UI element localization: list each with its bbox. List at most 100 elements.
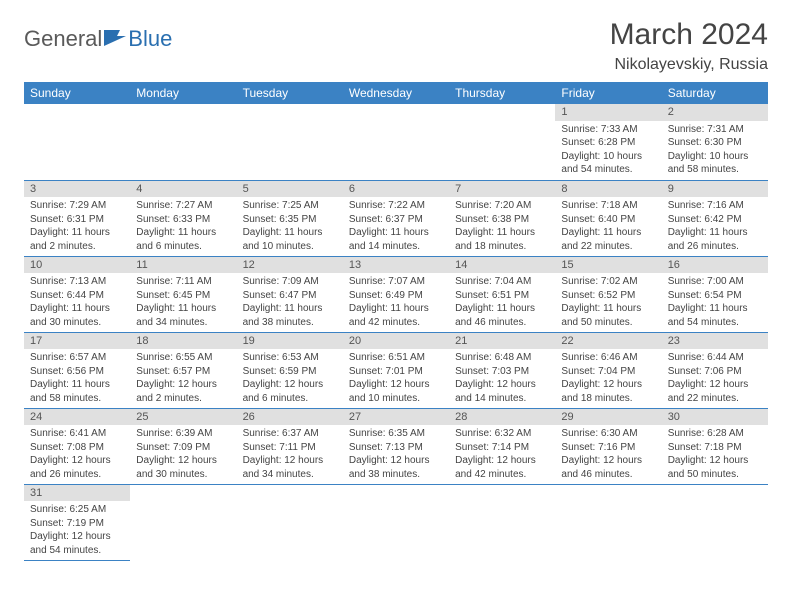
sunrise-line: Sunrise: 6:55 AM (136, 351, 230, 365)
day-body: Sunrise: 6:53 AMSunset: 6:59 PMDaylight:… (237, 349, 343, 407)
sunrise-line: Sunrise: 6:48 AM (455, 351, 549, 365)
day-number: 6 (343, 181, 449, 198)
sunset-line: Sunset: 6:56 PM (30, 365, 124, 379)
sunrise-line: Sunrise: 7:13 AM (30, 275, 124, 289)
day-body: Sunrise: 6:25 AMSunset: 7:19 PMDaylight:… (24, 501, 130, 559)
calendar-cell (130, 104, 236, 180)
day-body: Sunrise: 6:30 AMSunset: 7:16 PMDaylight:… (555, 425, 661, 483)
calendar-cell: 5Sunrise: 7:25 AMSunset: 6:35 PMDaylight… (237, 180, 343, 256)
day-number: 12 (237, 257, 343, 274)
sunset-line: Sunset: 6:57 PM (136, 365, 230, 379)
day-body: Sunrise: 7:22 AMSunset: 6:37 PMDaylight:… (343, 197, 449, 255)
day-number: 31 (24, 485, 130, 502)
calendar-cell: 14Sunrise: 7:04 AMSunset: 6:51 PMDayligh… (449, 256, 555, 332)
day-body: Sunrise: 7:33 AMSunset: 6:28 PMDaylight:… (555, 121, 661, 179)
daylight-line: Daylight: 11 hours and 22 minutes. (561, 226, 655, 253)
calendar-cell: 6Sunrise: 7:22 AMSunset: 6:37 PMDaylight… (343, 180, 449, 256)
sunset-line: Sunset: 7:13 PM (349, 441, 443, 455)
daylight-line: Daylight: 11 hours and 6 minutes. (136, 226, 230, 253)
day-body: Sunrise: 7:09 AMSunset: 6:47 PMDaylight:… (237, 273, 343, 331)
day-number: 18 (130, 333, 236, 350)
sunrise-line: Sunrise: 6:32 AM (455, 427, 549, 441)
sunset-line: Sunset: 6:31 PM (30, 213, 124, 227)
calendar-cell: 7Sunrise: 7:20 AMSunset: 6:38 PMDaylight… (449, 180, 555, 256)
sunset-line: Sunset: 7:03 PM (455, 365, 549, 379)
day-number: 28 (449, 409, 555, 426)
sunset-line: Sunset: 6:37 PM (349, 213, 443, 227)
title-block: March 2024 Nikolayevskiy, Russia (610, 18, 768, 74)
calendar-cell: 9Sunrise: 7:16 AMSunset: 6:42 PMDaylight… (662, 180, 768, 256)
sunrise-line: Sunrise: 6:57 AM (30, 351, 124, 365)
sunrise-line: Sunrise: 7:02 AM (561, 275, 655, 289)
sunset-line: Sunset: 7:18 PM (668, 441, 762, 455)
calendar-cell: 3Sunrise: 7:29 AMSunset: 6:31 PMDaylight… (24, 180, 130, 256)
daylight-line: Daylight: 11 hours and 46 minutes. (455, 302, 549, 329)
sunrise-line: Sunrise: 7:31 AM (668, 123, 762, 137)
weekday-header: Wednesday (343, 82, 449, 104)
day-number: 20 (343, 333, 449, 350)
daylight-line: Daylight: 11 hours and 38 minutes. (243, 302, 337, 329)
weekday-header: Sunday (24, 82, 130, 104)
calendar-cell: 10Sunrise: 7:13 AMSunset: 6:44 PMDayligh… (24, 256, 130, 332)
day-body: Sunrise: 7:20 AMSunset: 6:38 PMDaylight:… (449, 197, 555, 255)
calendar-cell: 22Sunrise: 6:46 AMSunset: 7:04 PMDayligh… (555, 332, 661, 408)
sunset-line: Sunset: 6:28 PM (561, 136, 655, 150)
day-number: 2 (662, 104, 768, 121)
daylight-line: Daylight: 12 hours and 2 minutes. (136, 378, 230, 405)
header: General Blue March 2024 Nikolayevskiy, R… (24, 18, 768, 74)
day-number: 16 (662, 257, 768, 274)
sunrise-line: Sunrise: 6:30 AM (561, 427, 655, 441)
calendar-cell: 15Sunrise: 7:02 AMSunset: 6:52 PMDayligh… (555, 256, 661, 332)
sunset-line: Sunset: 6:45 PM (136, 289, 230, 303)
daylight-line: Daylight: 11 hours and 58 minutes. (30, 378, 124, 405)
daylight-line: Daylight: 11 hours and 26 minutes. (668, 226, 762, 253)
calendar-cell: 18Sunrise: 6:55 AMSunset: 6:57 PMDayligh… (130, 332, 236, 408)
calendar-cell: 31Sunrise: 6:25 AMSunset: 7:19 PMDayligh… (24, 484, 130, 560)
sunset-line: Sunset: 6:47 PM (243, 289, 337, 303)
calendar-cell: 21Sunrise: 6:48 AMSunset: 7:03 PMDayligh… (449, 332, 555, 408)
sunset-line: Sunset: 7:08 PM (30, 441, 124, 455)
calendar-cell: 12Sunrise: 7:09 AMSunset: 6:47 PMDayligh… (237, 256, 343, 332)
sunset-line: Sunset: 7:01 PM (349, 365, 443, 379)
sunrise-line: Sunrise: 6:37 AM (243, 427, 337, 441)
day-body: Sunrise: 6:37 AMSunset: 7:11 PMDaylight:… (237, 425, 343, 483)
weekday-header: Monday (130, 82, 236, 104)
calendar-cell: 16Sunrise: 7:00 AMSunset: 6:54 PMDayligh… (662, 256, 768, 332)
day-number: 10 (24, 257, 130, 274)
sunrise-line: Sunrise: 7:20 AM (455, 199, 549, 213)
calendar-cell (662, 484, 768, 560)
sunrise-line: Sunrise: 6:35 AM (349, 427, 443, 441)
location: Nikolayevskiy, Russia (610, 56, 768, 74)
day-body: Sunrise: 6:41 AMSunset: 7:08 PMDaylight:… (24, 425, 130, 483)
day-body: Sunrise: 7:18 AMSunset: 6:40 PMDaylight:… (555, 197, 661, 255)
sunset-line: Sunset: 6:38 PM (455, 213, 549, 227)
day-number: 21 (449, 333, 555, 350)
sunset-line: Sunset: 6:35 PM (243, 213, 337, 227)
daylight-line: Daylight: 11 hours and 18 minutes. (455, 226, 549, 253)
logo: General Blue (24, 26, 172, 52)
sunset-line: Sunset: 6:33 PM (136, 213, 230, 227)
calendar-cell: 4Sunrise: 7:27 AMSunset: 6:33 PMDaylight… (130, 180, 236, 256)
sunset-line: Sunset: 6:54 PM (668, 289, 762, 303)
day-body: Sunrise: 7:04 AMSunset: 6:51 PMDaylight:… (449, 273, 555, 331)
day-body: Sunrise: 6:44 AMSunset: 7:06 PMDaylight:… (662, 349, 768, 407)
day-number: 11 (130, 257, 236, 274)
day-body: Sunrise: 6:28 AMSunset: 7:18 PMDaylight:… (662, 425, 768, 483)
weekday-header: Tuesday (237, 82, 343, 104)
calendar-cell: 13Sunrise: 7:07 AMSunset: 6:49 PMDayligh… (343, 256, 449, 332)
day-body: Sunrise: 7:00 AMSunset: 6:54 PMDaylight:… (662, 273, 768, 331)
day-number: 26 (237, 409, 343, 426)
sunrise-line: Sunrise: 6:28 AM (668, 427, 762, 441)
day-number: 30 (662, 409, 768, 426)
daylight-line: Daylight: 11 hours and 14 minutes. (349, 226, 443, 253)
calendar-cell (555, 484, 661, 560)
day-number: 23 (662, 333, 768, 350)
sunset-line: Sunset: 6:51 PM (455, 289, 549, 303)
sunrise-line: Sunrise: 7:22 AM (349, 199, 443, 213)
sunset-line: Sunset: 7:19 PM (30, 517, 124, 531)
sunset-line: Sunset: 7:04 PM (561, 365, 655, 379)
day-number: 1 (555, 104, 661, 121)
daylight-line: Daylight: 11 hours and 54 minutes. (668, 302, 762, 329)
sunset-line: Sunset: 7:06 PM (668, 365, 762, 379)
day-body: Sunrise: 7:16 AMSunset: 6:42 PMDaylight:… (662, 197, 768, 255)
